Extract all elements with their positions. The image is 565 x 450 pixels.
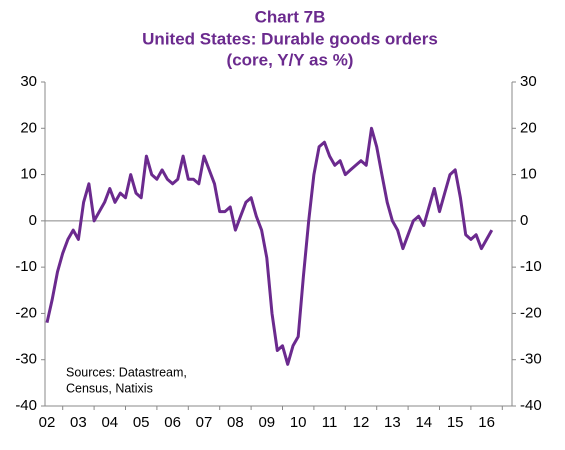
y-tick-label: -10 (15, 258, 37, 275)
y-tick-label: -40 (15, 397, 37, 414)
x-tick-label: 11 (322, 414, 338, 431)
x-tick-label: 03 (70, 414, 87, 431)
x-tick-label: 07 (196, 414, 213, 431)
y2-tick-label: -10 (520, 258, 542, 275)
x-tick-label: 12 (353, 414, 370, 431)
data-line (45, 126, 494, 366)
x-tick-label: 06 (164, 414, 181, 431)
x-tick-label: 10 (290, 414, 307, 431)
x-tick-label: 09 (258, 414, 275, 431)
y2-tick-label: 10 (520, 166, 537, 183)
x-tick-label: 08 (227, 414, 244, 431)
x-tick-label: 05 (133, 414, 150, 431)
chart-title: Chart 7B (255, 7, 326, 26)
y2-tick-label: 0 (520, 212, 528, 229)
y2-tick-label: -20 (520, 304, 542, 321)
x-tick-label: 16 (478, 414, 495, 431)
x-tick-label: 15 (447, 414, 464, 431)
y-tick-label: -20 (15, 304, 37, 321)
x-tick-label: 14 (415, 414, 432, 431)
y-tick-label: 0 (29, 212, 37, 229)
x-tick-label: 13 (384, 414, 401, 431)
y2-tick-label: 20 (520, 119, 537, 136)
y-tick-label: 30 (20, 73, 37, 90)
y2-tick-label: 30 (520, 73, 537, 90)
y-tick-label: 10 (20, 166, 37, 183)
y2-tick-label: -30 (520, 351, 542, 368)
y-tick-label: 20 (20, 119, 37, 136)
source-note: Sources: Datastream, (66, 365, 187, 379)
chart-title: United States: Durable goods orders (142, 29, 438, 48)
source-note: Census, Natixis (66, 381, 153, 395)
x-tick-label: 02 (39, 414, 56, 431)
y2-tick-label: -40 (520, 397, 542, 414)
y-tick-label: -30 (15, 351, 37, 368)
chart-title: (core, Y/Y as %) (227, 50, 354, 69)
x-tick-label: 04 (101, 414, 118, 431)
